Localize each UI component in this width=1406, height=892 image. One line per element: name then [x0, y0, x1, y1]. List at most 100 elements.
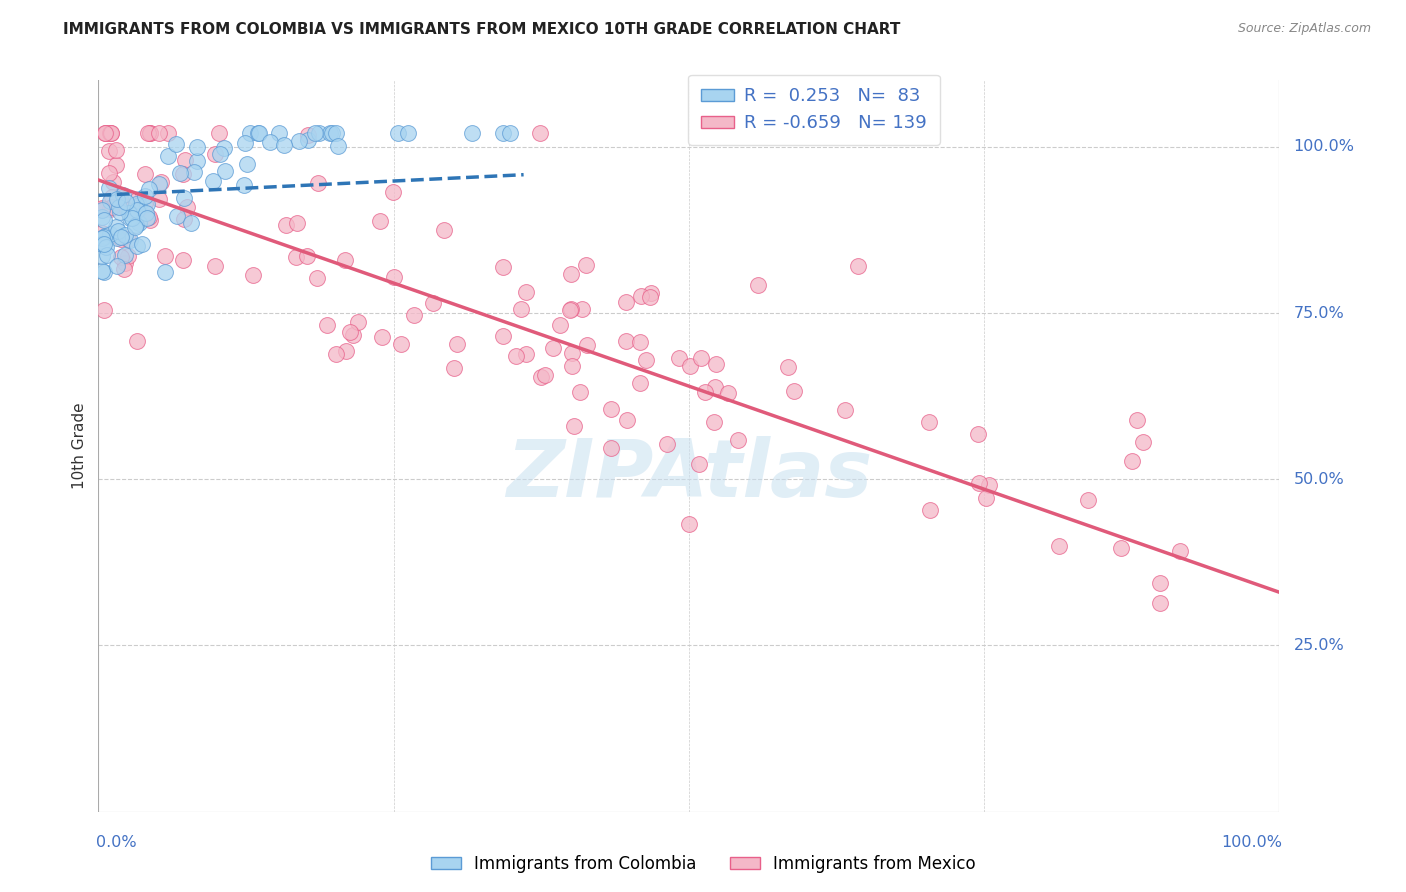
- Point: [560, 303, 582, 318]
- Point: [285, 217, 308, 231]
- Point: [382, 270, 405, 285]
- Point: [131, 237, 153, 252]
- Point: [461, 127, 484, 141]
- Text: 25.0%: 25.0%: [1294, 638, 1344, 653]
- Point: [628, 376, 651, 391]
- Point: [186, 153, 208, 168]
- Point: [284, 250, 307, 264]
- Point: [115, 194, 138, 209]
- Point: [169, 166, 191, 180]
- Point: [543, 342, 565, 356]
- Text: IMMIGRANTS FROM COLOMBIA VS IMMIGRANTS FROM MEXICO 10TH GRADE CORRELATION CHART: IMMIGRANTS FROM COLOMBIA VS IMMIGRANTS F…: [63, 22, 901, 37]
- Point: [97, 181, 120, 195]
- Point: [125, 218, 148, 232]
- Point: [297, 249, 319, 263]
- Point: [93, 237, 115, 252]
- Point: [91, 202, 114, 216]
- Point: [93, 213, 115, 227]
- Point: [717, 385, 740, 400]
- Point: [328, 139, 350, 153]
- Point: [105, 192, 128, 206]
- Point: [304, 127, 326, 141]
- Point: [125, 193, 148, 207]
- Point: [118, 211, 141, 226]
- Point: [848, 259, 870, 273]
- Point: [139, 212, 162, 227]
- Point: [1126, 412, 1149, 426]
- Point: [157, 127, 180, 141]
- Point: [98, 227, 121, 241]
- Point: [628, 335, 651, 350]
- Point: [138, 182, 160, 196]
- Point: [703, 379, 725, 393]
- Point: [966, 426, 988, 441]
- Point: [107, 224, 129, 238]
- Point: [134, 195, 156, 210]
- Point: [110, 197, 132, 211]
- Point: [138, 211, 160, 225]
- Point: [747, 278, 769, 293]
- Point: [529, 127, 551, 141]
- Point: [100, 127, 122, 141]
- Point: [297, 128, 319, 142]
- Point: [101, 190, 124, 204]
- Point: [125, 239, 148, 253]
- Point: [112, 261, 135, 276]
- Point: [105, 259, 128, 273]
- Point: [316, 318, 339, 333]
- Point: [492, 260, 515, 274]
- Point: [560, 267, 582, 281]
- Point: [242, 268, 264, 282]
- Point: [91, 264, 114, 278]
- Point: [138, 127, 160, 141]
- Point: [491, 127, 513, 141]
- Point: [117, 248, 139, 262]
- Point: [575, 258, 598, 272]
- Point: [172, 252, 194, 267]
- Point: [325, 347, 347, 361]
- Point: [342, 328, 364, 343]
- Point: [97, 145, 120, 159]
- Point: [125, 203, 148, 218]
- Point: [183, 165, 205, 179]
- Point: [98, 194, 121, 208]
- Point: [599, 401, 621, 416]
- Point: [727, 434, 749, 448]
- Point: [305, 271, 328, 285]
- Point: [381, 186, 404, 200]
- Point: [148, 192, 170, 206]
- Point: [173, 211, 195, 226]
- Text: 100.0%: 100.0%: [1220, 835, 1282, 850]
- Point: [148, 127, 170, 141]
- Point: [533, 368, 555, 382]
- Point: [396, 127, 419, 141]
- Text: ZIPAtlas: ZIPAtlas: [506, 436, 872, 515]
- Point: [104, 220, 127, 235]
- Point: [118, 206, 141, 220]
- Point: [274, 218, 297, 232]
- Point: [247, 127, 270, 141]
- Point: [136, 211, 159, 226]
- Point: [404, 308, 426, 322]
- Point: [515, 285, 537, 299]
- Point: [136, 196, 159, 211]
- Point: [165, 137, 187, 152]
- Point: [509, 301, 531, 316]
- Point: [91, 231, 114, 245]
- Point: [93, 303, 115, 318]
- Point: [96, 248, 118, 262]
- Point: [515, 347, 537, 361]
- Text: Source: ZipAtlas.com: Source: ZipAtlas.com: [1237, 22, 1371, 36]
- Point: [91, 249, 114, 263]
- Point: [128, 198, 150, 212]
- Point: [208, 146, 231, 161]
- Point: [339, 325, 361, 339]
- Point: [110, 191, 132, 205]
- Point: [125, 196, 148, 211]
- Point: [347, 315, 370, 329]
- Point: [105, 143, 128, 157]
- Point: [127, 202, 149, 217]
- Point: [560, 359, 582, 373]
- Point: [979, 478, 1001, 492]
- Point: [101, 200, 124, 214]
